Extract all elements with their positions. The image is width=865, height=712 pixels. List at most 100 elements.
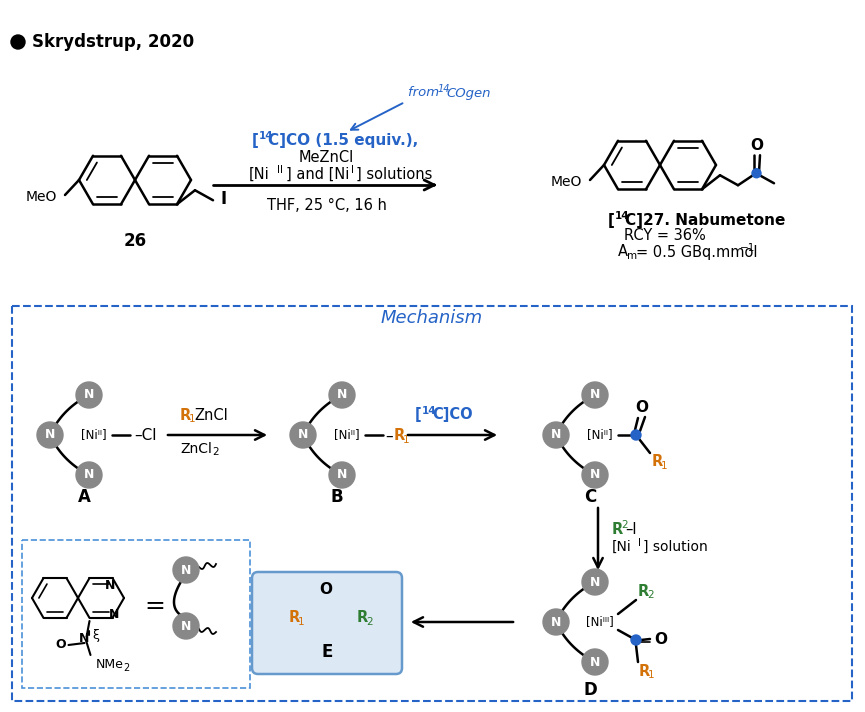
Text: N: N	[45, 429, 55, 441]
Text: ZnCl: ZnCl	[180, 442, 212, 456]
Text: 14: 14	[438, 84, 451, 94]
Circle shape	[582, 382, 608, 408]
Text: D: D	[583, 681, 597, 699]
Text: R: R	[639, 664, 650, 679]
Text: R: R	[652, 454, 663, 469]
Text: N: N	[84, 468, 94, 481]
Text: MeO: MeO	[551, 175, 582, 189]
Text: =: =	[144, 594, 165, 618]
Circle shape	[76, 382, 102, 408]
Text: C]CO: C]CO	[432, 407, 472, 422]
Circle shape	[290, 422, 316, 448]
Text: = 0.5 GBq.mmol: = 0.5 GBq.mmol	[636, 244, 758, 259]
Circle shape	[173, 557, 199, 583]
Text: O: O	[55, 637, 66, 651]
Text: O: O	[751, 137, 764, 153]
Text: [Niᴵᴵ]: [Niᴵᴵ]	[81, 429, 106, 441]
Text: 14: 14	[422, 406, 437, 416]
Text: m: m	[627, 251, 638, 261]
Text: 2: 2	[124, 663, 130, 673]
Text: I: I	[351, 165, 355, 175]
Text: R: R	[394, 429, 405, 444]
Circle shape	[752, 169, 761, 178]
Text: ZnCl: ZnCl	[194, 407, 227, 422]
Text: II: II	[277, 165, 283, 175]
Circle shape	[173, 613, 199, 639]
Text: O: O	[636, 400, 649, 416]
Text: C: C	[584, 488, 596, 506]
Text: ] and [Ni: ] and [Ni	[286, 167, 349, 182]
Text: A: A	[618, 244, 628, 259]
Text: ] solution: ] solution	[643, 540, 708, 554]
Text: N: N	[105, 579, 115, 592]
Text: 2: 2	[647, 590, 654, 600]
Circle shape	[543, 609, 569, 635]
Text: I: I	[638, 538, 641, 548]
Text: R: R	[289, 610, 300, 626]
Text: N: N	[109, 609, 119, 622]
Circle shape	[11, 35, 25, 49]
Circle shape	[631, 635, 641, 645]
Text: N: N	[181, 563, 191, 577]
Text: [Niᴵᴵ]: [Niᴵᴵ]	[334, 429, 360, 441]
Text: B: B	[330, 488, 343, 506]
Text: [: [	[608, 212, 615, 228]
Circle shape	[631, 430, 641, 440]
Text: 1: 1	[661, 461, 668, 471]
Text: –: –	[385, 429, 393, 444]
Text: Mechanism: Mechanism	[381, 309, 483, 327]
Text: MeO: MeO	[26, 190, 57, 204]
Text: [: [	[252, 132, 259, 147]
Text: N: N	[590, 656, 600, 669]
Circle shape	[582, 649, 608, 675]
Text: MeZnCl: MeZnCl	[299, 150, 354, 165]
Text: R: R	[638, 584, 650, 599]
Text: R: R	[180, 407, 191, 422]
Text: I: I	[220, 190, 226, 208]
Text: –Cl: –Cl	[134, 429, 157, 444]
Text: N: N	[551, 429, 561, 441]
Text: RCY = 36%: RCY = 36%	[625, 229, 706, 244]
Text: NMe: NMe	[95, 659, 124, 671]
Circle shape	[329, 382, 355, 408]
Text: 2: 2	[366, 617, 373, 627]
Text: N: N	[84, 389, 94, 402]
Text: 26: 26	[124, 232, 146, 250]
Text: Skrydstrup, 2020: Skrydstrup, 2020	[32, 33, 194, 51]
Circle shape	[582, 462, 608, 488]
Text: 1: 1	[189, 414, 195, 424]
Text: O: O	[654, 632, 667, 647]
Text: 1: 1	[403, 435, 410, 445]
Text: N: N	[590, 468, 600, 481]
Text: N: N	[551, 615, 561, 629]
Text: [: [	[415, 407, 421, 422]
FancyBboxPatch shape	[252, 572, 402, 674]
Text: R: R	[612, 521, 624, 537]
Text: N: N	[80, 632, 90, 646]
Text: [Ni: [Ni	[248, 167, 269, 182]
Text: C]CO (1.5 equiv.),: C]CO (1.5 equiv.),	[268, 132, 419, 147]
Text: N: N	[298, 429, 308, 441]
Text: 14: 14	[259, 131, 273, 141]
Text: [Ni: [Ni	[612, 540, 631, 554]
Circle shape	[543, 422, 569, 448]
Text: O: O	[319, 582, 332, 597]
Text: N: N	[181, 619, 191, 632]
Text: E: E	[321, 643, 333, 661]
Text: ξ: ξ	[93, 629, 99, 642]
Text: [Niᴵᴵᴵ]: [Niᴵᴵᴵ]	[586, 615, 614, 629]
Text: N: N	[336, 468, 347, 481]
Text: N: N	[336, 389, 347, 402]
Text: N: N	[590, 389, 600, 402]
Text: from: from	[408, 86, 444, 100]
Text: 2: 2	[621, 520, 628, 530]
Circle shape	[582, 569, 608, 595]
Text: 1: 1	[648, 670, 655, 680]
Text: THF, 25 °C, 16 h: THF, 25 °C, 16 h	[266, 197, 387, 212]
Text: 2: 2	[212, 447, 219, 457]
Text: 1: 1	[298, 617, 304, 627]
Circle shape	[329, 462, 355, 488]
Circle shape	[76, 462, 102, 488]
Text: 14: 14	[615, 211, 630, 221]
Text: N: N	[590, 575, 600, 589]
